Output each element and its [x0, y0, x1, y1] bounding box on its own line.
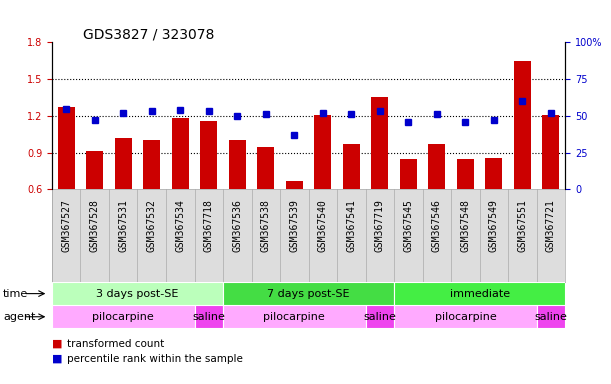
Bar — [57, 107, 75, 189]
Text: GSM367721: GSM367721 — [546, 199, 556, 252]
Bar — [200, 121, 218, 189]
Bar — [143, 141, 160, 189]
Text: GSM367538: GSM367538 — [261, 199, 271, 252]
Text: time: time — [3, 289, 28, 299]
Bar — [194, 305, 223, 328]
Bar — [536, 305, 565, 328]
Text: pilocarpine: pilocarpine — [263, 312, 325, 322]
Text: GSM367531: GSM367531 — [118, 199, 128, 252]
Text: GSM367534: GSM367534 — [175, 199, 185, 252]
Text: saline: saline — [192, 312, 225, 322]
Bar — [172, 118, 189, 189]
Bar — [115, 138, 132, 189]
Text: GSM367549: GSM367549 — [489, 199, 499, 252]
Text: GSM367545: GSM367545 — [403, 199, 414, 252]
Bar — [514, 61, 531, 189]
Text: GSM367718: GSM367718 — [203, 199, 214, 252]
Text: GSM367532: GSM367532 — [147, 199, 157, 252]
Bar — [371, 98, 389, 189]
Bar — [400, 159, 417, 189]
Text: GDS3827 / 323078: GDS3827 / 323078 — [82, 27, 214, 41]
Bar — [457, 159, 474, 189]
Text: percentile rank within the sample: percentile rank within the sample — [67, 354, 243, 364]
Text: immediate: immediate — [450, 289, 510, 299]
Text: GSM367536: GSM367536 — [232, 199, 243, 252]
Bar — [314, 115, 331, 189]
Text: ■: ■ — [52, 339, 62, 349]
Bar — [543, 115, 560, 189]
Text: GSM367539: GSM367539 — [289, 199, 299, 252]
Text: pilocarpine: pilocarpine — [434, 312, 496, 322]
Bar — [223, 282, 394, 305]
Text: saline: saline — [364, 312, 397, 322]
Bar — [229, 141, 246, 189]
Text: pilocarpine: pilocarpine — [92, 312, 154, 322]
Bar — [365, 305, 394, 328]
Bar — [286, 181, 303, 189]
Bar — [52, 282, 223, 305]
Text: transformed count: transformed count — [67, 339, 164, 349]
Bar — [394, 282, 565, 305]
Text: GSM367551: GSM367551 — [518, 199, 527, 252]
Bar — [485, 157, 502, 189]
Text: GSM367528: GSM367528 — [90, 199, 100, 252]
Text: 3 days post-SE: 3 days post-SE — [97, 289, 178, 299]
Text: GSM367719: GSM367719 — [375, 199, 385, 252]
Text: GSM367540: GSM367540 — [318, 199, 328, 252]
Text: saline: saline — [535, 312, 568, 322]
Text: GSM367527: GSM367527 — [61, 199, 71, 252]
Text: GSM367541: GSM367541 — [346, 199, 356, 252]
Bar — [394, 305, 536, 328]
Bar — [343, 144, 360, 189]
Bar — [257, 147, 274, 189]
Text: GSM367548: GSM367548 — [460, 199, 470, 252]
Bar — [223, 305, 365, 328]
Text: 7 days post-SE: 7 days post-SE — [267, 289, 350, 299]
Text: ■: ■ — [52, 354, 62, 364]
Bar — [86, 151, 103, 189]
Text: agent: agent — [3, 312, 35, 322]
Text: GSM367546: GSM367546 — [432, 199, 442, 252]
Bar — [52, 305, 194, 328]
Bar — [428, 144, 445, 189]
